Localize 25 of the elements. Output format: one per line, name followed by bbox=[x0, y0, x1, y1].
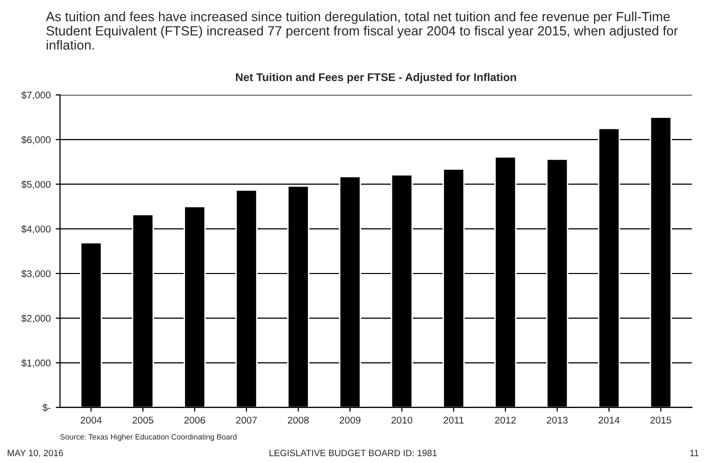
text: 11 bbox=[690, 450, 698, 456]
y-tick-label: $- bbox=[42, 404, 51, 412]
y-tick-label: $1,000 bbox=[21, 359, 51, 368]
x-tick-label: 2011 bbox=[444, 416, 464, 424]
text: MAY 10, 2016 bbox=[8, 450, 64, 458]
x-tick-label: 2014 bbox=[598, 416, 620, 424]
text: LEGISLATIVE BUDGET BOARD ID: 1981 bbox=[270, 450, 437, 456]
y-tick-label: $5,000 bbox=[21, 180, 51, 189]
y-tick-label: $3,000 bbox=[21, 270, 51, 278]
x-tick-label: 2015 bbox=[650, 416, 672, 424]
x-tick-label: 2009 bbox=[340, 416, 360, 424]
y-tick-label: $2,000 bbox=[21, 314, 51, 323]
x-tick-label: 2013 bbox=[546, 416, 568, 424]
x-tick-label: 2007 bbox=[236, 416, 257, 424]
x-tick-label: 2004 bbox=[80, 416, 102, 424]
y-tick-label: $6,000 bbox=[21, 136, 51, 144]
x-tick-label: 2006 bbox=[184, 416, 206, 424]
y-tick-label: $7,000 bbox=[21, 91, 51, 100]
y-tick-label: $4,000 bbox=[21, 225, 51, 234]
text: As tuition and fees have increased since tuition deregulation, total net tuition and fee revenue per Full-Time Student Equivalent (FTSE) increased 77 percent from fiscal year 2004 to fiscal year 2015, when adjusted for inflation. bbox=[46, 12, 678, 50]
x-tick-label: 2012 bbox=[495, 416, 516, 424]
x-tick-label: 2010 bbox=[392, 416, 412, 424]
chart-title: Net Tuition and Fees per FTSE - Adjusted for Inflation bbox=[236, 72, 516, 84]
x-tick-label: 2008 bbox=[288, 416, 309, 424]
x-tick-label: 2005 bbox=[132, 416, 154, 424]
